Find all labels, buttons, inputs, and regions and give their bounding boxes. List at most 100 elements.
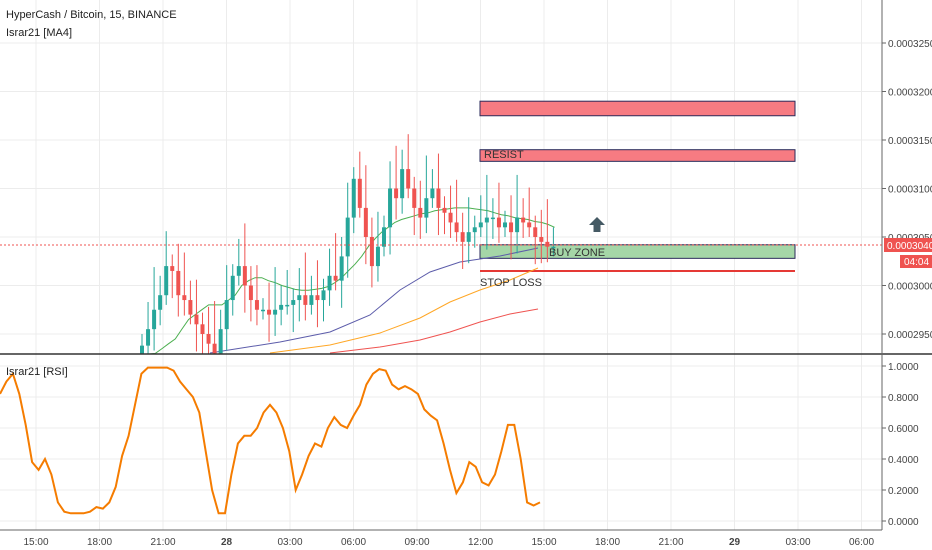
candle-body (188, 300, 193, 315)
candle-body (351, 178, 356, 218)
candle-body (200, 324, 205, 334)
stop-loss-label: STOP LOSS (480, 277, 542, 289)
moving-averages (142, 207, 555, 355)
candle-body (503, 222, 507, 228)
candle-body (454, 222, 459, 233)
candle-body (394, 188, 399, 199)
candle-body (363, 207, 368, 237)
candle-body (527, 222, 532, 228)
candle-body (224, 300, 229, 330)
candle-body (140, 345, 144, 354)
x-tick-label: 29 (729, 537, 741, 548)
candle-body (206, 334, 211, 344)
candle-body (333, 275, 338, 281)
candle-body (182, 295, 187, 301)
candle-body (406, 169, 411, 189)
rsi-line (0, 366, 541, 515)
x-tick-label: 15:00 (23, 537, 48, 548)
candle-body (545, 241, 550, 247)
candle-body (279, 304, 284, 310)
price-tick-label: 0.0003250 (888, 39, 932, 50)
candle-body (230, 275, 235, 301)
candle-body (430, 188, 435, 199)
candle-body (321, 290, 326, 301)
candle-body (369, 237, 374, 267)
x-tick-label: 06:00 (849, 537, 874, 548)
grid (0, 0, 882, 530)
candle-body (400, 169, 405, 199)
candle-body (158, 295, 163, 310)
candle-body (273, 309, 278, 315)
candle-body (382, 227, 386, 247)
resist-zone-box (479, 100, 796, 117)
candle-body (248, 285, 253, 301)
candle-body (309, 295, 314, 305)
candle-body (285, 304, 290, 307)
resist-zone-box (479, 149, 796, 162)
ma-fast-line (142, 207, 555, 355)
symbol-title[interactable]: HyperCash / Bitcoin, 15, BINANCE (6, 9, 177, 21)
x-tick-label: 21:00 (150, 537, 175, 548)
candle-body (146, 329, 151, 346)
ma-slow-line (209, 247, 539, 354)
candle-body (388, 188, 393, 228)
ma-orange-line (269, 267, 539, 354)
candle-body (466, 232, 471, 242)
price-axis[interactable]: 0.0003250 0.0003200 0.0003150 0.0003100 0.00… (882, 39, 932, 341)
price-tick-label: 0.0002950 (888, 330, 932, 341)
current-price-tag: 0.0003040 (884, 238, 932, 252)
ma-indicator-label[interactable]: Israr21 [MA4] (6, 27, 72, 39)
candle-body (460, 232, 465, 242)
price-tick-label: 0.0003000 (888, 282, 932, 293)
candle-body (170, 266, 175, 271)
price-tick-label: 0.0003200 (888, 88, 932, 99)
candle-body (315, 295, 320, 301)
x-tick-label: 06:00 (341, 537, 366, 548)
candle-body (412, 188, 417, 208)
candle-body (164, 266, 169, 296)
x-tick-label: 15:00 (531, 537, 556, 548)
candle-body (194, 314, 199, 325)
candle-body (176, 270, 181, 296)
candle-body (521, 217, 526, 223)
rsi-tick-label: 0.8000 (888, 393, 919, 404)
candle-body (490, 217, 495, 220)
candle-body (345, 217, 350, 257)
rsi-polyline (0, 366, 541, 515)
up-arrow-icon (589, 217, 605, 232)
rsi-tick-label: 0.4000 (888, 455, 919, 466)
rsi-axis[interactable]: 1.0000 0.8000 0.6000 0.4000 0.2000 0.0000 (882, 362, 919, 528)
rsi-indicator-label[interactable]: Israr21 [RSI] (6, 366, 68, 378)
candle-body (551, 246, 556, 249)
x-tick-label: 03:00 (785, 537, 810, 548)
x-tick-label: 12:00 (468, 537, 493, 548)
x-tick-label: 18:00 (595, 537, 620, 548)
time-axis[interactable]: 15:00 18:00 21:00 28 03:00 06:00 09:00 12:00 15:… (23, 537, 874, 548)
price-zones (479, 100, 796, 272)
x-tick-label: 03:00 (277, 537, 302, 548)
candle-body (484, 217, 489, 223)
candle-body (236, 266, 241, 276)
candle-body (515, 217, 520, 233)
x-tick-label: 28 (221, 537, 233, 548)
rsi-tick-label: 0.6000 (888, 424, 919, 435)
candle-body (267, 309, 272, 315)
price-tick-label: 0.0003150 (888, 136, 932, 147)
candle-body (533, 227, 538, 237)
ma-red-line (329, 308, 539, 354)
resist-label: RESIST (484, 149, 524, 161)
candle-body (424, 198, 429, 218)
buy-zone-label: BUY ZONE (549, 247, 605, 259)
candle-body (436, 188, 441, 208)
current-price-value: 0.0003040 (887, 241, 932, 252)
candle-body (418, 207, 423, 218)
candle-body (448, 212, 453, 223)
candle-body (212, 343, 217, 354)
candle-body (442, 207, 447, 213)
x-tick-label: 18:00 (87, 537, 112, 548)
candle-body (152, 309, 157, 330)
price-tick-label: 0.0003100 (888, 185, 932, 196)
candle-body (357, 178, 362, 208)
candle-body (254, 300, 259, 310)
